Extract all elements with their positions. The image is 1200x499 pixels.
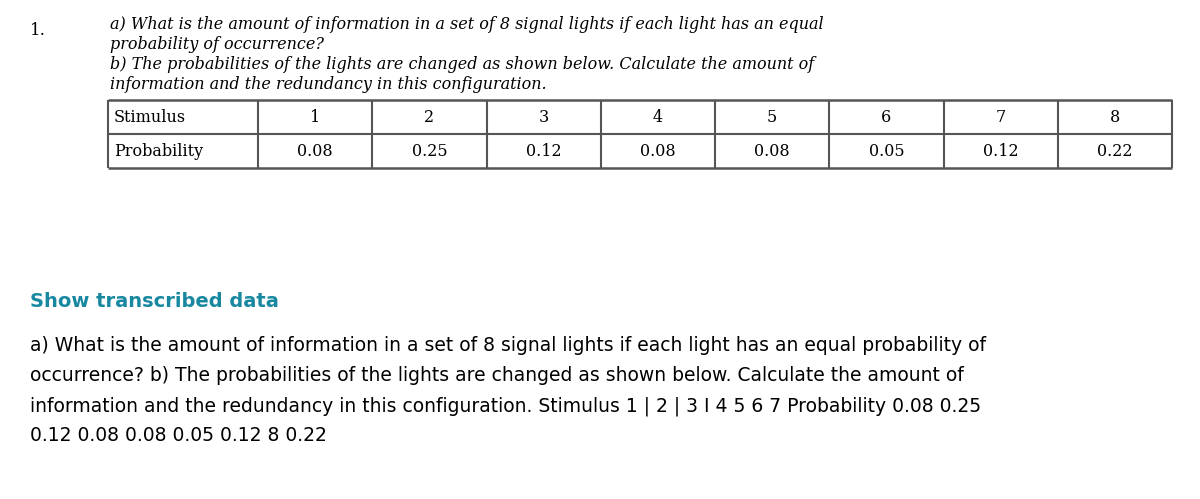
Text: occurrence? b) The probabilities of the lights are changed as shown below. Calcu: occurrence? b) The probabilities of the …: [30, 366, 964, 385]
Text: 0.12: 0.12: [983, 143, 1019, 160]
Text: 6: 6: [881, 108, 892, 126]
Text: 3: 3: [539, 108, 548, 126]
Text: 0.12: 0.12: [526, 143, 562, 160]
Text: information and the redundancy in this configuration.: information and the redundancy in this c…: [110, 76, 547, 93]
Text: 1: 1: [310, 108, 320, 126]
Text: 4: 4: [653, 108, 662, 126]
Text: Stimulus: Stimulus: [114, 108, 186, 126]
Text: information and the redundancy in this configuration. Stimulus 1 | 2 | 3 I 4 5 6: information and the redundancy in this c…: [30, 396, 982, 416]
Text: 2: 2: [425, 108, 434, 126]
Text: b) The probabilities of the lights are changed as shown below. Calculate the amo: b) The probabilities of the lights are c…: [110, 56, 814, 73]
Text: 0.08: 0.08: [298, 143, 332, 160]
Text: probability of occurrence?: probability of occurrence?: [110, 36, 324, 53]
Text: 8: 8: [1110, 108, 1120, 126]
Text: 1.: 1.: [30, 22, 46, 39]
Text: 0.22: 0.22: [1097, 143, 1133, 160]
Text: 0.25: 0.25: [412, 143, 448, 160]
Text: 0.12 0.08 0.08 0.05 0.12 8 0.22: 0.12 0.08 0.08 0.05 0.12 8 0.22: [30, 426, 326, 445]
Text: Show transcribed data: Show transcribed data: [30, 292, 278, 311]
Text: a) What is the amount of information in a set of 8 signal lights if each light h: a) What is the amount of information in …: [110, 16, 823, 33]
Text: 7: 7: [996, 108, 1006, 126]
Text: 0.05: 0.05: [869, 143, 904, 160]
Text: Probability: Probability: [114, 143, 203, 160]
Text: 0.08: 0.08: [755, 143, 790, 160]
Text: 0.08: 0.08: [640, 143, 676, 160]
Text: 5: 5: [767, 108, 778, 126]
Text: a) What is the amount of information in a set of 8 signal lights if each light h: a) What is the amount of information in …: [30, 336, 986, 355]
